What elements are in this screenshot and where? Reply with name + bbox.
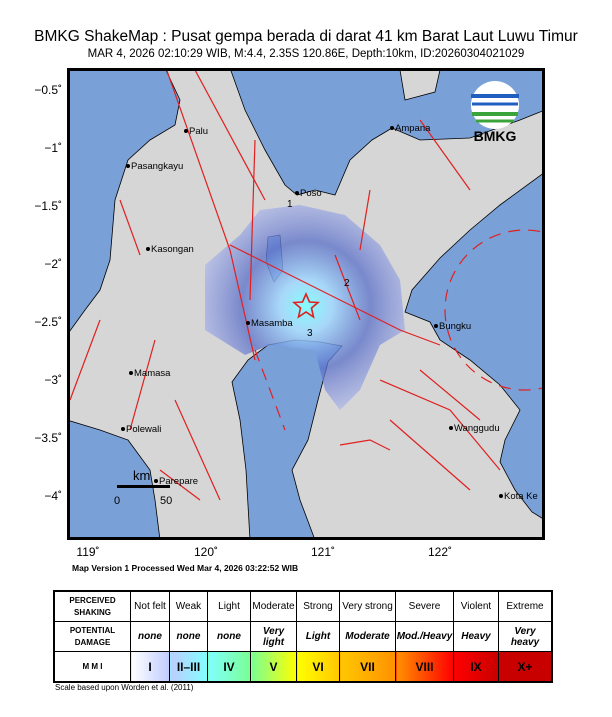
epicenter-star-icon[interactable] [291,292,321,319]
svg-text:Masamba: Masamba [251,318,293,329]
svg-text:km: km [133,468,150,483]
legend-cell: Extreme [498,590,553,622]
city-mamasa: Mamasa [129,368,171,379]
contour-label: 3 [307,328,313,339]
legend-cell: Very strong [339,590,396,622]
mmi-cell: VIII [395,651,454,683]
row-header: M M I [53,651,131,683]
fault-lines [70,71,501,501]
legend-cell: Very heavy [498,621,553,652]
svg-text:Polewali: Polewali [126,424,161,435]
legend-cell: none [207,621,251,652]
longitude-labels: 119˚ 120˚ 121˚ 122˚ [76,545,452,559]
contour-label: 1 [287,199,293,210]
svg-text:120˚: 120˚ [194,545,218,559]
legend-cell: Very light [250,621,297,652]
city-ampana: Ampana [390,123,431,134]
legend-cell: Moderate [250,590,297,622]
svg-text:−2.5˚: −2.5˚ [34,315,62,329]
city-masamba: Masamba [246,318,293,329]
mmi-cell: II–III [169,651,208,683]
mmi-cell: VII [339,651,396,683]
svg-text:−2˚: −2˚ [44,257,62,271]
legend-cell: Weak [169,590,208,622]
row-header: POTENTIAL DAMAGE [53,621,131,652]
city-poso: Poso [295,188,322,199]
svg-text:−3.5˚: −3.5˚ [34,431,62,445]
legend-cell: Light [207,590,251,622]
svg-text:−1˚: −1˚ [44,141,62,155]
mmi-row: M M I I II–III IV V VI VII VIII IX X+ [53,651,553,683]
legend-cell: Not felt [130,590,170,622]
svg-text:Ampana: Ampana [395,123,431,134]
scale-note: Scale based upon Worden et al. (2011) [55,683,194,692]
city-kota-ke: Kota Ke [499,491,538,502]
distance-ring [444,229,542,391]
shaking-row: PERCEIVED SHAKING Not felt Weak Light Mo… [53,590,553,622]
mmi-cell: X+ [498,651,553,683]
city-bungku: Bungku [434,321,471,332]
contour-label: 2 [344,278,350,289]
svg-text:50: 50 [160,495,172,507]
svg-text:−0.5˚: −0.5˚ [34,83,62,97]
processed-info: Map Version 1 Processed Wed Mar 4, 2026 … [72,563,299,573]
legend-cell: Violent [453,590,499,622]
legend-cell: Strong [296,590,340,622]
city-parepare: Parepare [154,476,198,487]
svg-text:119˚: 119˚ [76,545,99,559]
legend-cell: none [130,621,170,652]
mmi-cell: IX [453,651,499,683]
legend-cell: Mod./Heavy [395,621,454,652]
logo-text: BMKG [474,128,517,144]
land-top-right-island [399,71,441,101]
legend-cell: Heavy [453,621,499,652]
mmi-legend: PERCEIVED SHAKING Not felt Weak Light Mo… [53,590,553,683]
svg-text:−1.5˚: −1.5˚ [34,199,62,213]
svg-text:−3˚: −3˚ [44,373,62,387]
svg-text:122˚: 122˚ [428,545,452,559]
city-palu: Palu [184,126,208,137]
dashed-fault [254,349,286,431]
svg-text:Bungku: Bungku [439,321,471,332]
svg-text:121˚: 121˚ [311,545,335,559]
event-details: MAR 4, 2026 02:10:29 WIB, M:4.4, 2.35S 1… [87,48,525,60]
city-kasongan: Kasongan [146,244,194,255]
latitude-labels: −0.5˚ −1˚ −1.5˚ −2˚ −2.5˚ −3˚ −3.5˚ −4˚ [34,83,62,503]
svg-text:Poso: Poso [300,188,322,199]
legend-cell: none [169,621,208,652]
svg-text:Mamasa: Mamasa [134,368,171,379]
svg-text:−4˚: −4˚ [44,489,62,503]
city-wanggudu: Wanggudu [449,423,500,434]
legend-cell: Moderate [339,621,396,652]
city-polewali: Polewali [121,424,161,435]
scale-bar: km 0 50 [114,468,172,507]
city-pasangkayu: Pasangkayu [126,161,183,172]
svg-text:Wanggudu: Wanggudu [454,423,500,434]
damage-row: POTENTIAL DAMAGE none none none Very lig… [53,621,553,652]
bmkg-logo: BMKG [471,81,519,144]
shaking-intensity-area [205,205,405,410]
legend-cell: Severe [395,590,454,622]
row-header: PERCEIVED SHAKING [53,590,131,622]
svg-text:Parepare: Parepare [159,476,198,487]
mmi-cell: VI [296,651,340,683]
mmi-cell: IV [207,651,251,683]
legend-cell: Light [296,621,340,652]
svg-text:Kota Ke: Kota Ke [504,491,538,502]
svg-text:Pasangkayu: Pasangkayu [131,161,183,172]
svg-text:Palu: Palu [189,126,208,137]
map-title: BMKG ShakeMap : Pusat gempa berada di da… [34,28,578,45]
svg-text:Kasongan: Kasongan [151,244,194,255]
svg-text:0: 0 [114,495,120,507]
mmi-cell: V [250,651,297,683]
mmi-cell: I [130,651,170,683]
